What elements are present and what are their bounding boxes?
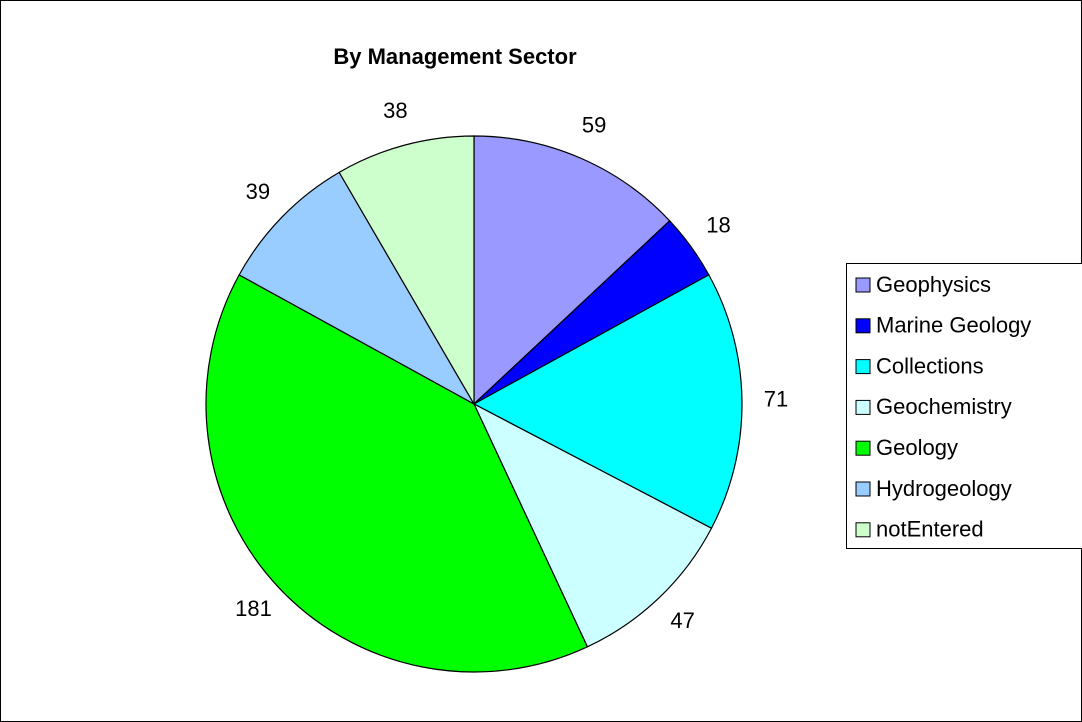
data-label: 39 [246,179,270,204]
legend-swatch [855,359,871,375]
pie-slice [205,274,589,673]
legend-label: Hydrogeology [876,476,1012,501]
legend-swatch [855,440,871,456]
data-label: 38 [383,98,407,123]
legend-box [846,263,1082,549]
legend-swatch [855,522,871,538]
pie-slice [472,402,713,648]
data-label: 47 [670,608,694,633]
pie-slice [473,135,671,406]
pie-slice [472,274,743,530]
data-label: 181 [235,596,272,621]
legend-swatch [855,399,871,415]
legend-label: Marine Geology [876,313,1031,338]
legend-label: Geology [876,435,958,460]
legend-swatch [855,318,871,334]
legend-label: Geophysics [876,272,991,297]
data-label: 18 [706,212,730,237]
chart-title: By Management Sector [333,44,577,69]
legend-label: Collections [876,353,984,378]
legend-label: notEntered [876,517,984,542]
legend-label: Geochemistry [876,394,1012,419]
data-label: 59 [582,113,606,138]
legend-swatch [855,277,871,293]
pie-slice [238,171,476,406]
legend-swatch [855,481,871,497]
data-label: 71 [764,387,788,412]
pie-slice [338,135,475,407]
